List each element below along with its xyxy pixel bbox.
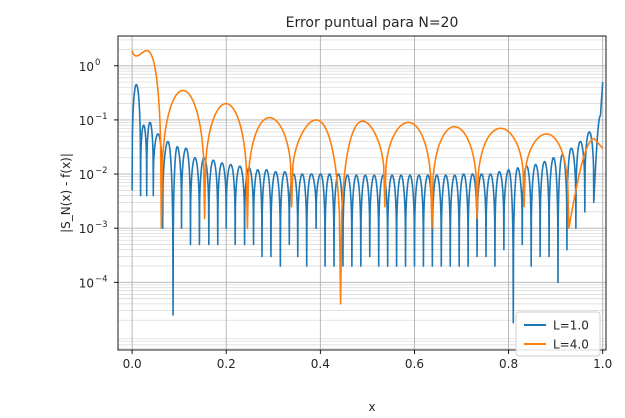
y-tick-exponent: 0 xyxy=(95,58,100,68)
y-tick-label: 10 xyxy=(79,222,94,236)
series-line-L=4.0 xyxy=(131,49,604,305)
y-tick-exponent: −4 xyxy=(95,274,108,284)
x-tick-label: 0.8 xyxy=(499,357,518,371)
series-lines xyxy=(131,49,604,324)
y-tick-exponent: −3 xyxy=(95,220,108,230)
x-tick-label: 1.0 xyxy=(593,357,612,371)
y-tick-label: 10 xyxy=(79,276,94,290)
x-tick-label: 0.4 xyxy=(311,357,330,371)
legend: L=1.0 L=4.0 xyxy=(515,311,601,357)
y-tick-label: 10 xyxy=(79,168,94,182)
y-tick-exponent: −2 xyxy=(95,166,108,176)
plot-frame xyxy=(117,35,607,351)
y-tick-label: 10 xyxy=(79,60,94,74)
grid-lines xyxy=(118,36,606,350)
x-axis-ticks: 0.0 0.2 0.4 0.6 0.8 1.0 xyxy=(123,350,612,371)
x-tick-label: 0.6 xyxy=(405,357,424,371)
y-tick-exponent: −1 xyxy=(95,112,108,122)
x-axis-label: x xyxy=(368,400,375,414)
chart-title: Error puntual para N=20 xyxy=(286,15,459,31)
legend-label: L=4.0 xyxy=(553,338,589,352)
legend-label: L=1.0 xyxy=(553,319,589,333)
y-tick-label: 10 xyxy=(79,114,94,128)
y-axis-label: |S_N(x) - f(x)| xyxy=(59,153,73,233)
x-tick-label: 0.2 xyxy=(217,357,236,371)
x-tick-label: 0.0 xyxy=(123,357,142,371)
